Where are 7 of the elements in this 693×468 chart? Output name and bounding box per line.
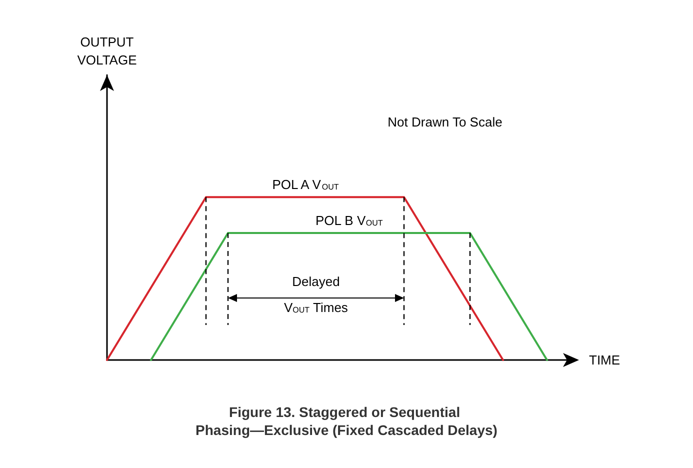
- series-label: POL A VOUT: [272, 177, 339, 192]
- text: Figure 13. Staggered or Sequential Phasing—Exclusive (Fixed Cascaded Delays): [196, 404, 498, 438]
- x-axis-title: TIME: [589, 352, 620, 368]
- annotation: Delayed VOUT Times: [284, 274, 348, 315]
- text: OUTPUT VOLTAGE: [77, 34, 138, 68]
- series-label: POL B VOUT: [316, 212, 383, 228]
- text: Not Drawn To Scale: [388, 114, 502, 130]
